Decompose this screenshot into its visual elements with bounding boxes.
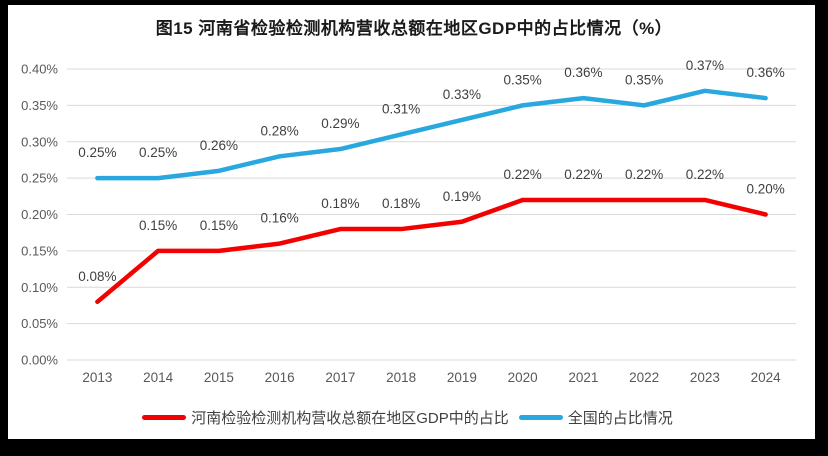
x-tick-label: 2022 (629, 370, 659, 385)
data-label-henan: 0.18% (382, 196, 420, 211)
y-tick-label: 0.10% (21, 280, 58, 295)
x-tick-label: 2018 (386, 370, 416, 385)
data-label-henan: 0.19% (443, 189, 481, 204)
legend-label-national: 全国的占比情况 (567, 410, 673, 427)
y-tick-label: 0.05% (21, 316, 58, 331)
data-label-national: 0.33% (443, 87, 481, 102)
data-label-national: 0.25% (139, 145, 177, 160)
legend-item-national: 全国的占比情况 (518, 407, 673, 428)
y-tick-label: 0.00% (21, 353, 58, 368)
chart-panel (8, 5, 815, 439)
data-label-national: 0.37% (686, 58, 724, 73)
x-tick-label: 2021 (568, 370, 598, 385)
y-tick-label: 0.40% (21, 62, 58, 77)
data-label-national: 0.28% (260, 123, 298, 138)
data-label-henan: 0.22% (564, 167, 602, 182)
data-label-henan: 0.22% (686, 167, 724, 182)
x-tick-label: 2024 (751, 370, 782, 385)
data-label-henan: 0.15% (139, 218, 177, 233)
legend-swatch-national (518, 415, 563, 420)
chart-legend: 河南检验检测机构营收总额在地区GDP中的占比 全国的占比情况 (0, 407, 815, 428)
data-label-national: 0.35% (503, 72, 541, 87)
data-label-henan: 0.22% (625, 167, 663, 182)
x-tick-label: 2015 (204, 370, 234, 385)
y-tick-label: 0.30% (21, 134, 58, 149)
series-line-henan (95, 197, 768, 305)
data-label-henan: 0.08% (78, 269, 116, 284)
series-line-national (95, 88, 768, 181)
data-label-national: 0.36% (746, 65, 784, 80)
data-label-national: 0.35% (625, 72, 663, 87)
y-tick-label: 0.25% (21, 171, 58, 186)
data-label-national: 0.36% (564, 65, 602, 80)
legend-swatch-henan (142, 415, 187, 420)
x-tick-label: 2017 (325, 370, 355, 385)
legend-label-henan: 河南检验检测机构营收总额在地区GDP中的占比 (191, 410, 509, 427)
chart-title: 图15 河南省检验检测机构营收总额在地区GDP中的占比情况（%） (155, 19, 673, 38)
y-tick-label: 0.35% (21, 98, 58, 113)
data-label-national: 0.26% (200, 138, 238, 153)
y-tick-label: 0.20% (21, 207, 58, 222)
legend-item-henan: 河南检验检测机构营收总额在地区GDP中的占比 (142, 407, 509, 428)
x-tick-label: 2014 (143, 370, 174, 385)
y-tick-label: 0.15% (21, 243, 58, 258)
x-tick-label: 2016 (265, 370, 295, 385)
x-tick-label: 2019 (447, 370, 477, 385)
x-tick-label: 2020 (508, 370, 538, 385)
data-label-national: 0.31% (382, 101, 420, 116)
x-tick-label: 2023 (690, 370, 720, 385)
data-label-henan: 0.18% (321, 196, 359, 211)
data-label-henan: 0.16% (260, 211, 298, 226)
x-tick-label: 2013 (82, 370, 112, 385)
data-label-henan: 0.20% (746, 182, 784, 197)
data-label-national: 0.25% (78, 145, 116, 160)
data-label-henan: 0.15% (200, 218, 238, 233)
data-label-national: 0.29% (321, 116, 359, 131)
data-label-henan: 0.22% (503, 167, 541, 182)
